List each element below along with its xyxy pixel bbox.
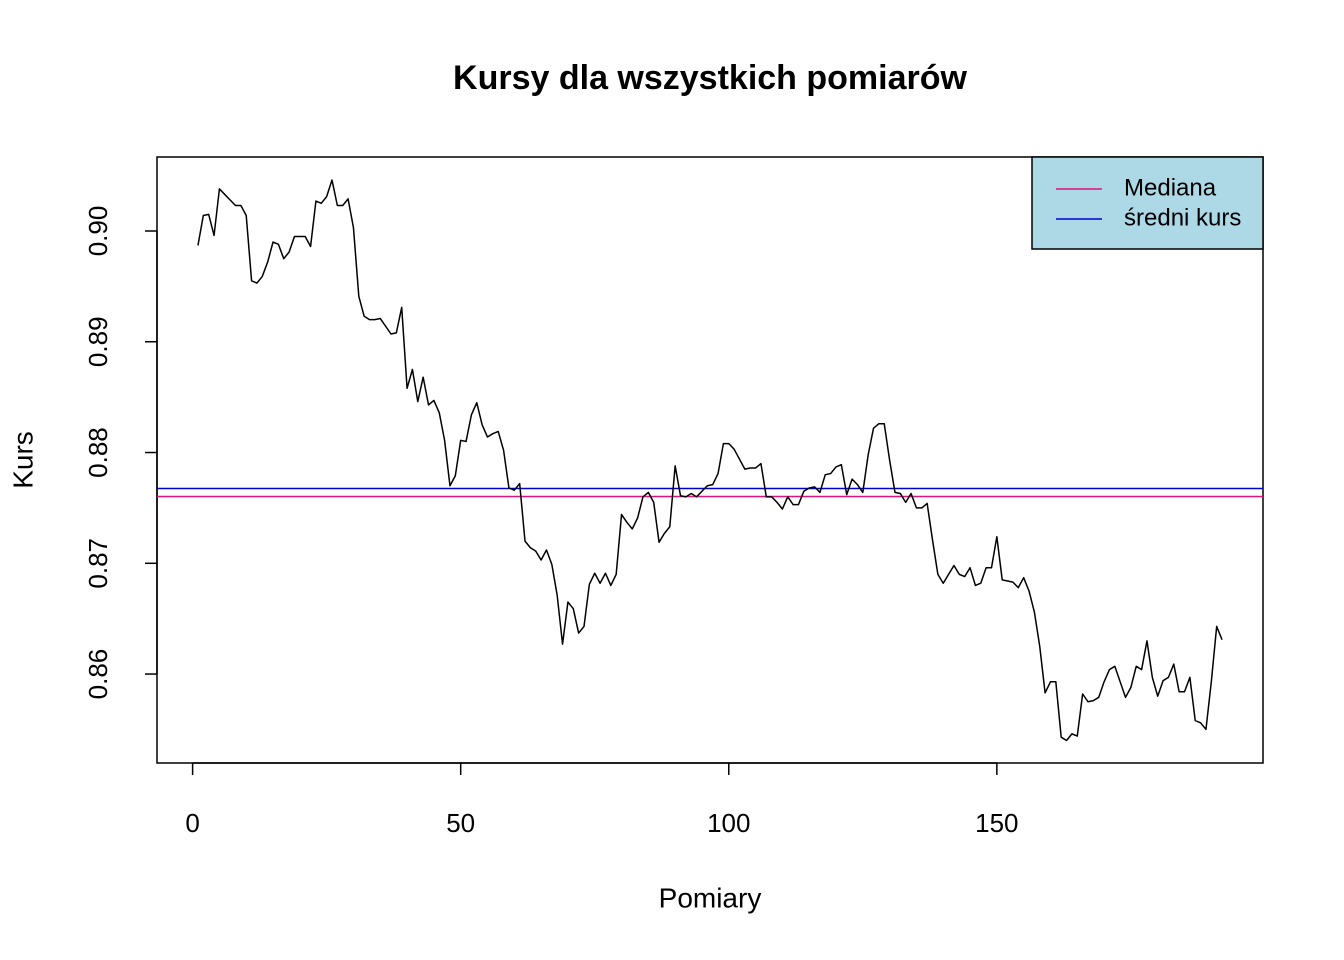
x-tick-label: 150 [975, 808, 1018, 838]
chart-title: Kursy dla wszystkich pomiarów [453, 59, 967, 97]
legend-label: Mediana [1124, 174, 1217, 201]
y-tick-label: 0.88 [83, 427, 113, 478]
x-tick-label: 0 [185, 808, 199, 838]
legend-box [1031, 156, 1264, 250]
x-axis-label: Pomiary [659, 882, 762, 913]
x-tick-label: 100 [707, 808, 750, 838]
plot-box [156, 156, 1264, 764]
y-tick-label: 0.89 [83, 316, 113, 367]
data-line [197, 179, 1223, 742]
y-axis-label: Kurs [7, 431, 38, 489]
y-tick-label: 0.86 [83, 649, 113, 700]
y-tick-label: 0.90 [83, 206, 113, 257]
x-tick-label: 50 [446, 808, 475, 838]
legend-label: średni kurs [1124, 204, 1241, 231]
y-tick-label: 0.87 [83, 538, 113, 589]
